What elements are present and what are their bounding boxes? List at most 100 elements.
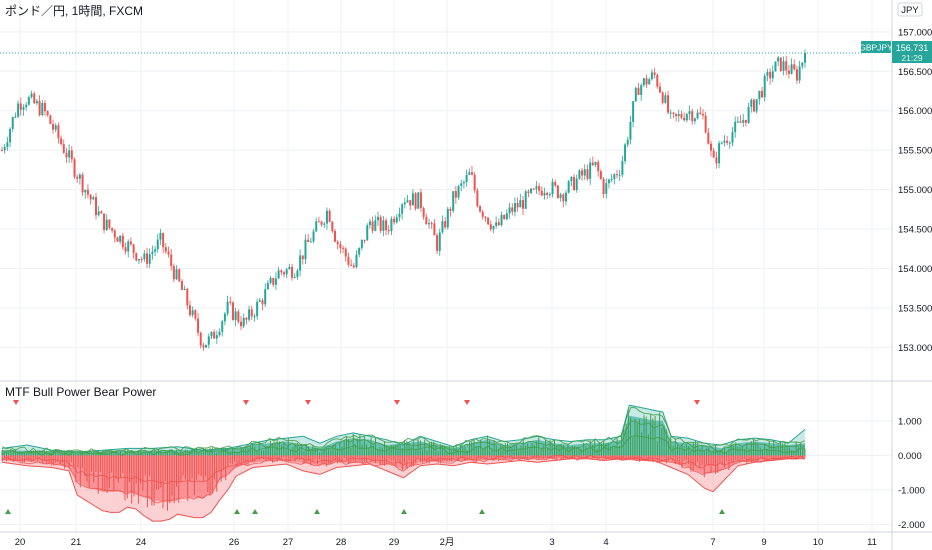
candle-body — [723, 140, 726, 143]
candle-body — [183, 288, 186, 290]
time-axis[interactable]: 20 21 24 26 27 28 29 2月 3 4 7 9 10 11 — [15, 537, 877, 548]
candle-body — [127, 241, 130, 252]
candle-body — [30, 93, 33, 98]
candle-body — [444, 221, 447, 228]
candle-body — [519, 200, 522, 208]
candle-body — [618, 174, 621, 176]
candle-body — [658, 86, 661, 93]
candle-body — [140, 259, 143, 261]
candle-body — [680, 114, 683, 118]
candle-body — [616, 174, 619, 176]
candle-body — [465, 174, 468, 182]
candle-body — [710, 143, 713, 151]
candle-body — [524, 191, 527, 209]
candle-body — [156, 239, 159, 250]
candle-body — [103, 213, 106, 231]
candle-body — [441, 221, 444, 233]
candle-body — [540, 190, 543, 196]
candle-body — [425, 216, 428, 225]
candle-body — [210, 331, 213, 337]
candle-body — [188, 305, 191, 315]
candle-body — [513, 203, 516, 212]
currency-badge[interactable]: JPY — [897, 2, 923, 17]
candle-body — [282, 272, 285, 275]
candle-body — [62, 144, 65, 153]
bear-signal-marker — [305, 400, 311, 405]
candle-body — [479, 206, 482, 212]
candle-body — [132, 244, 135, 254]
candle-body — [68, 150, 71, 158]
candle-body — [253, 316, 256, 318]
candle-body — [309, 241, 312, 243]
candle-body — [116, 237, 119, 242]
candle-body — [428, 223, 431, 225]
candle-body — [146, 253, 149, 264]
candle-body — [3, 147, 6, 151]
candle-body — [645, 78, 648, 85]
candle-body — [543, 192, 546, 196]
candle-body — [436, 235, 439, 251]
candle-body — [417, 192, 420, 209]
candle-body — [336, 241, 339, 245]
candle-body — [661, 92, 664, 103]
candle-body — [481, 211, 484, 217]
candle-body — [368, 221, 371, 226]
candle-body — [798, 66, 801, 81]
candle-body — [385, 220, 388, 231]
candle-body — [575, 178, 578, 191]
candle-body — [793, 64, 796, 70]
candle-body — [546, 192, 549, 195]
indicator-title: MTF Bull Power Bear Power — [5, 385, 156, 399]
candle-body — [22, 107, 25, 110]
price-axis[interactable]: 153.000 153.500 154.000 154.500 155.000 155.5… — [898, 27, 932, 354]
candle-body — [621, 161, 624, 175]
symbol-badge[interactable]: GBPJPY — [859, 41, 893, 53]
candle-body — [9, 128, 12, 143]
date-tick-label: 10 — [813, 537, 824, 548]
candle-body — [293, 277, 296, 279]
candle-body — [763, 75, 766, 98]
candle-body — [170, 254, 173, 267]
candle-body — [667, 95, 670, 113]
indicator-axis[interactable]: 1.000 0.000 -1.000 -2.000 — [898, 416, 925, 531]
candle-body — [213, 331, 216, 339]
candle-body — [347, 256, 350, 265]
candle-body — [350, 264, 353, 266]
candle-body — [597, 161, 600, 172]
candle-body — [769, 71, 772, 79]
indicator-areas — [1, 404, 806, 522]
candle-body — [277, 270, 280, 279]
date-tick-label: 9 — [761, 537, 766, 548]
candle-body — [473, 174, 476, 191]
candle-body — [594, 161, 597, 166]
last-price-badge[interactable]: 156.731 21:29 — [892, 41, 932, 63]
date-tick-label: 20 — [15, 537, 26, 548]
candle-body — [774, 61, 777, 72]
candle-body — [438, 232, 441, 251]
candle-body — [272, 278, 275, 285]
candle-body — [556, 185, 559, 198]
candle-body — [395, 217, 398, 223]
candle-body — [376, 216, 379, 221]
candle-body — [1, 150, 3, 152]
candle-body — [221, 321, 224, 332]
bull-signal-marker — [252, 509, 258, 514]
candle-body — [629, 121, 632, 140]
candle-body — [172, 266, 175, 280]
bull-power-line — [1, 406, 806, 454]
candle-body — [511, 207, 514, 212]
candle-body — [299, 255, 302, 271]
candle-body — [505, 213, 508, 220]
candle-body — [288, 266, 291, 270]
candle-body — [17, 103, 20, 117]
candle-body — [19, 103, 22, 110]
indicator-tick-label: 0.000 — [898, 451, 922, 462]
candle-body — [240, 321, 243, 327]
candle-body — [605, 183, 608, 194]
last-price-label: 156.731 — [896, 43, 929, 53]
bull-signal-marker — [479, 509, 485, 514]
candle-body — [734, 121, 737, 133]
candle-body — [76, 176, 79, 179]
candle-body — [642, 78, 645, 86]
